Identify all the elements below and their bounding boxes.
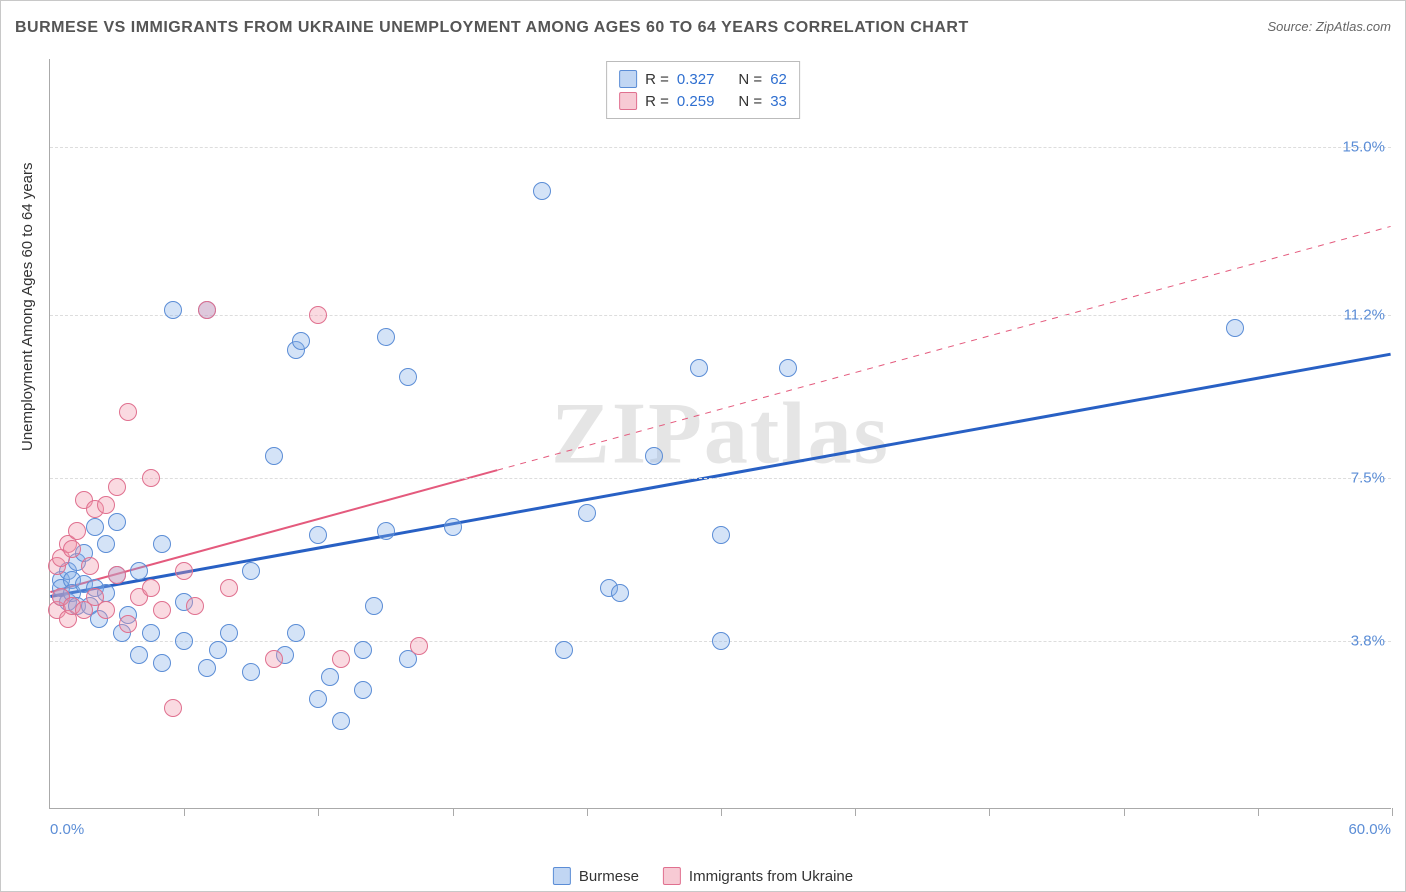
x-axis-max-label: 60.0%	[1348, 821, 1391, 838]
x-tick	[318, 808, 319, 816]
data-point	[63, 540, 81, 558]
data-point	[578, 504, 596, 522]
data-point	[164, 301, 182, 319]
x-tick	[587, 808, 588, 816]
data-point	[555, 641, 573, 659]
data-point	[186, 597, 204, 615]
y-axis-label: Unemployment Among Ages 60 to 64 years	[19, 162, 36, 451]
data-point	[265, 650, 283, 668]
data-point	[142, 624, 160, 642]
data-point	[175, 562, 193, 580]
data-point	[309, 526, 327, 544]
data-point	[130, 562, 148, 580]
x-tick	[721, 808, 722, 816]
series-legend: Burmese Immigrants from Ukraine	[553, 867, 853, 885]
data-point	[712, 632, 730, 650]
x-tick	[1124, 808, 1125, 816]
x-tick	[1392, 808, 1393, 816]
data-point	[153, 601, 171, 619]
x-tick	[453, 808, 454, 816]
data-point	[68, 522, 86, 540]
swatch-icon	[553, 867, 571, 885]
chart-title: BURMESE VS IMMIGRANTS FROM UKRAINE UNEMP…	[15, 19, 969, 37]
data-point	[108, 513, 126, 531]
gridline	[50, 478, 1391, 479]
data-point	[220, 579, 238, 597]
data-point	[321, 668, 339, 686]
data-point	[399, 368, 417, 386]
data-point	[142, 579, 160, 597]
legend-item-series-a: Burmese	[553, 867, 639, 885]
plot-area: ZIPatlas 3.8%7.5%11.2%15.0%0.0%60.0%	[49, 59, 1391, 809]
data-point	[779, 359, 797, 377]
x-axis-min-label: 0.0%	[50, 821, 84, 838]
data-point	[690, 359, 708, 377]
data-point	[86, 518, 104, 536]
data-point	[332, 712, 350, 730]
swatch-icon	[663, 867, 681, 885]
y-tick-label: 11.2%	[1344, 306, 1385, 323]
data-point	[198, 659, 216, 677]
data-point	[309, 690, 327, 708]
data-point	[119, 403, 137, 421]
data-point	[164, 699, 182, 717]
data-point	[533, 182, 551, 200]
data-point	[611, 584, 629, 602]
data-point	[377, 328, 395, 346]
data-point	[142, 469, 160, 487]
regression-lines	[50, 59, 1391, 808]
data-point	[365, 597, 383, 615]
legend-row-series-a: R = 0.327 N = 62	[619, 68, 787, 90]
chart-container: BURMESE VS IMMIGRANTS FROM UKRAINE UNEMP…	[0, 0, 1406, 892]
y-tick-label: 7.5%	[1351, 470, 1385, 487]
x-tick	[184, 808, 185, 816]
data-point	[119, 615, 137, 633]
data-point	[287, 624, 305, 642]
swatch-icon	[619, 70, 637, 88]
data-point	[242, 663, 260, 681]
data-point	[1226, 319, 1244, 337]
data-point	[645, 447, 663, 465]
data-point	[220, 624, 238, 642]
y-tick-label: 3.8%	[1351, 633, 1385, 650]
data-point	[153, 654, 171, 672]
data-point	[292, 332, 310, 350]
x-tick	[1258, 808, 1259, 816]
watermark-text: ZIPatlas	[551, 383, 890, 484]
data-point	[97, 535, 115, 553]
data-point	[354, 681, 372, 699]
data-point	[81, 557, 99, 575]
gridline	[50, 147, 1391, 148]
data-point	[332, 650, 350, 668]
data-point	[444, 518, 462, 536]
data-point	[242, 562, 260, 580]
source-label: Source: ZipAtlas.com	[1267, 19, 1391, 34]
legend-row-series-b: R = 0.259 N = 33	[619, 90, 787, 112]
data-point	[209, 641, 227, 659]
y-tick-label: 15.0%	[1342, 139, 1385, 156]
x-tick	[855, 808, 856, 816]
data-point	[97, 601, 115, 619]
data-point	[265, 447, 283, 465]
data-point	[198, 301, 216, 319]
swatch-icon	[619, 92, 637, 110]
data-point	[153, 535, 171, 553]
correlation-legend: R = 0.327 N = 62 R = 0.259 N = 33	[606, 61, 800, 119]
data-point	[108, 566, 126, 584]
legend-item-series-b: Immigrants from Ukraine	[663, 867, 853, 885]
data-point	[130, 646, 148, 664]
data-point	[97, 496, 115, 514]
data-point	[712, 526, 730, 544]
x-tick	[989, 808, 990, 816]
data-point	[309, 306, 327, 324]
data-point	[410, 637, 428, 655]
data-point	[175, 632, 193, 650]
data-point	[354, 641, 372, 659]
data-point	[377, 522, 395, 540]
data-point	[108, 478, 126, 496]
gridline	[50, 315, 1391, 316]
